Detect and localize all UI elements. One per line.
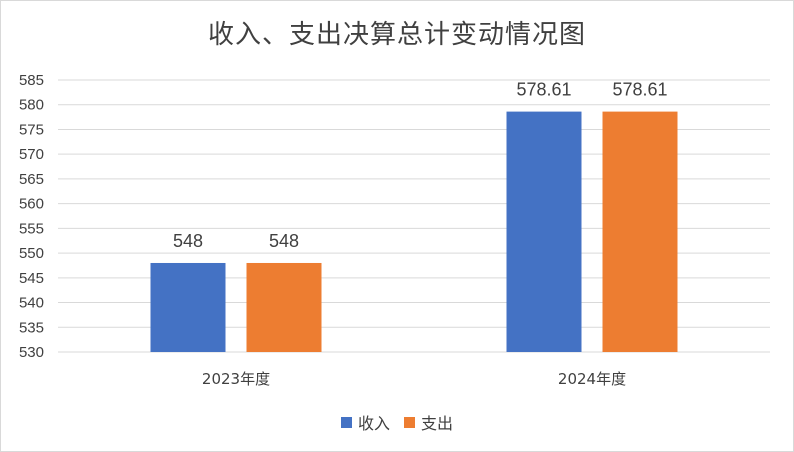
data-label: 578.61 — [612, 80, 667, 100]
y-tick-label: 550 — [19, 245, 44, 262]
x-tick-label: 2023年度 — [202, 370, 270, 388]
data-label: 548 — [173, 231, 203, 251]
y-tick-label: 540 — [19, 295, 44, 312]
chart-title: 收入、支出决算总计变动情况图 — [207, 20, 586, 50]
bar — [246, 262, 322, 352]
legend-swatch-income — [340, 416, 352, 428]
legend-label-expense: 支出 — [421, 414, 454, 433]
legend: 收入 支出 — [0, 410, 794, 434]
data-label: 578.61 — [516, 80, 571, 100]
legend-swatch-expense — [404, 416, 415, 428]
legend-item-income: 收入 — [340, 410, 390, 434]
y-tick-label: 555 — [19, 220, 44, 237]
y-tick-label: 565 — [19, 171, 44, 188]
y-tick-label: 545 — [19, 270, 44, 287]
y-tick-label: 580 — [19, 97, 44, 114]
bar — [506, 111, 582, 352]
y-tick-label: 535 — [19, 319, 44, 336]
data-label: 548 — [269, 231, 299, 251]
y-tick-label: 585 — [19, 72, 44, 89]
y-tick-label: 560 — [19, 196, 44, 213]
y-tick-label: 575 — [19, 121, 44, 138]
bar — [602, 111, 678, 352]
x-tick-label: 2024年度 — [558, 370, 626, 388]
y-tick-label: 530 — [19, 344, 44, 361]
y-tick-label: 570 — [19, 146, 44, 163]
legend-label-income: 收入 — [357, 414, 390, 433]
legend-item-expense: 支出 — [404, 410, 453, 434]
bar — [150, 262, 226, 352]
